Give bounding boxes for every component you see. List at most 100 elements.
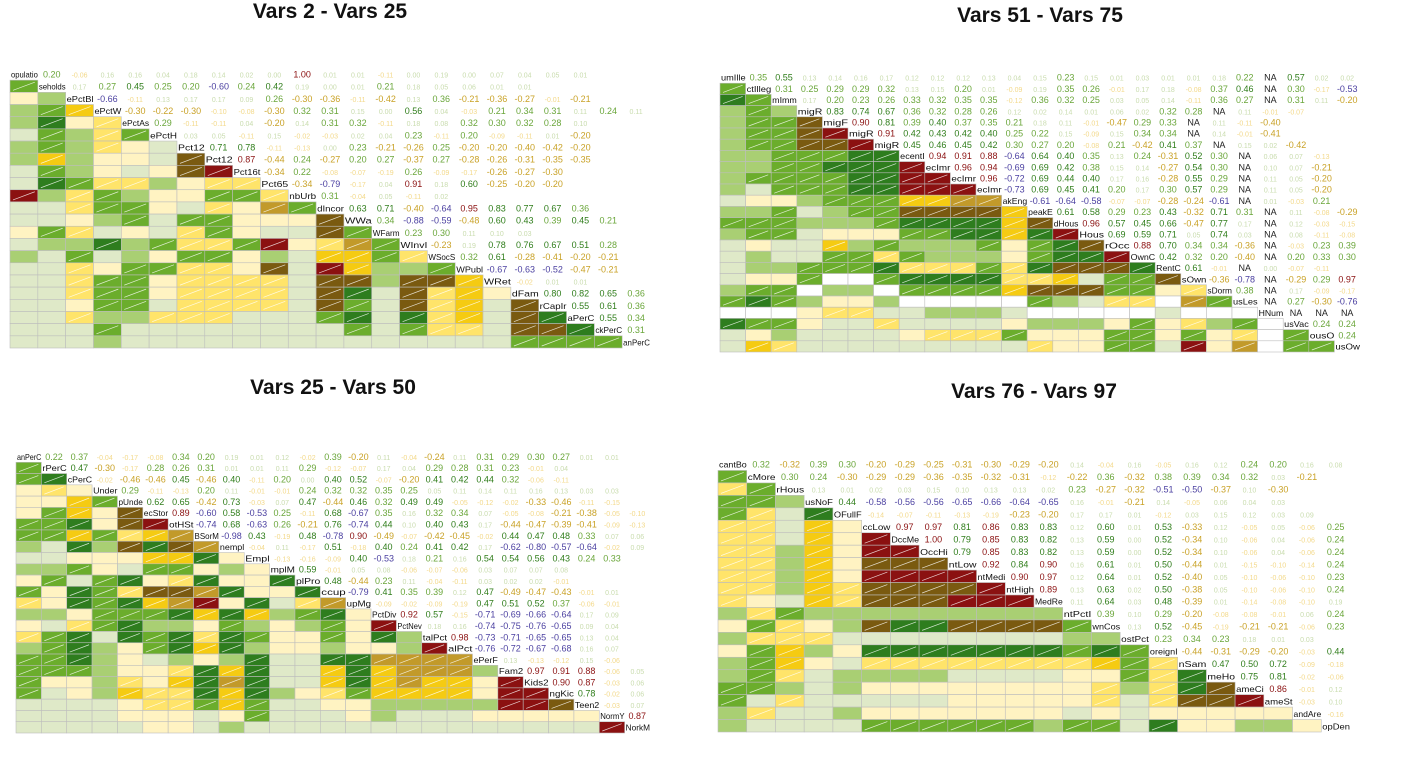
coefficient-label: 0.03	[605, 489, 619, 496]
coefficient-label: -0.13	[954, 513, 970, 520]
heatmap-cell-hatch	[291, 203, 314, 213]
heatmap-cell-hatch	[825, 152, 846, 160]
coefficient-label: 0.01	[1161, 76, 1175, 83]
coefficient-label: 0.83	[1011, 547, 1029, 557]
heatmap-cell	[1026, 329, 1054, 342]
coefficient-label: 0.19	[1329, 600, 1343, 607]
heatmap-cell	[803, 619, 834, 633]
coefficient-label: 0.28	[451, 463, 469, 473]
coefficient-label: -0.49	[500, 587, 521, 597]
coefficient-label: 0.02	[869, 488, 883, 495]
heatmap-cell	[796, 239, 823, 252]
heatmap-cell	[745, 194, 772, 207]
coefficient-label: -0.01	[249, 489, 265, 496]
coefficient-label: 0.16	[1300, 463, 1314, 470]
coefficient-label: -0.07	[376, 477, 392, 484]
coefficient-label: -0.09	[604, 522, 620, 529]
coefficient-label: -0.58	[1081, 196, 1102, 206]
heatmap-cell-hatch	[145, 565, 166, 574]
heatmap-cell-hatch	[68, 106, 91, 116]
diagonal-label: ntHigh	[1006, 584, 1034, 594]
coefficient-label: 0.45	[1057, 185, 1075, 195]
heatmap-cell	[9, 274, 39, 288]
panel-title: Vars 51 - Vars 75	[957, 4, 1123, 27]
coefficient-label: -0.21	[1124, 497, 1145, 507]
coefficient-label: 0.32	[1159, 106, 1177, 116]
coefficient-label: 0.15	[1214, 513, 1228, 520]
heatmap-cell-hatch	[722, 84, 743, 93]
heatmap-cell-hatch	[722, 320, 743, 328]
coefficient-label: 0.17	[1238, 221, 1252, 228]
coefficient-label: -0.27	[1096, 485, 1117, 495]
heatmap-cell	[775, 706, 805, 720]
heatmap-cell	[370, 642, 397, 655]
heatmap-cell	[371, 274, 400, 288]
heatmap-cell-hatch	[953, 208, 974, 216]
coefficient-label: 0.80	[544, 289, 562, 299]
heatmap-cell	[148, 152, 178, 166]
heatmap-cell-hatch	[748, 129, 769, 138]
heatmap-cell	[1103, 318, 1130, 330]
coefficient-label: 0.18	[407, 85, 421, 92]
heatmap-cell-hatch	[374, 252, 397, 262]
coefficient-label: 0.30	[1287, 84, 1305, 94]
heatmap-cell-hatch	[1286, 331, 1306, 340]
heatmap-cell-hatch	[207, 313, 230, 322]
coefficient-label: 0.05	[434, 85, 448, 92]
coefficient-label: 0.03	[518, 231, 532, 238]
coefficient-label: 0.92	[982, 559, 1000, 569]
coefficient-label: 0.17	[880, 76, 894, 83]
coefficient-label: -0.60	[196, 508, 217, 518]
coefficient-label: 0.04	[379, 133, 393, 140]
heatmap-cell	[975, 295, 1002, 308]
coefficient-label: 0.32	[516, 118, 534, 128]
heatmap-cell-hatch	[569, 325, 592, 335]
heatmap-cell-hatch	[120, 576, 140, 585]
heatmap-cell-hatch	[1081, 241, 1102, 250]
heatmap-cell-hatch	[124, 215, 147, 225]
coefficient-label: -0.78	[1235, 274, 1256, 284]
heatmap-cell	[719, 127, 746, 140]
heatmap-cell	[976, 681, 1006, 695]
heatmap-cell-hatch	[774, 219, 794, 228]
heatmap-cell-hatch	[124, 288, 147, 298]
diagonal-label: oreignI	[1150, 647, 1178, 657]
coefficient-label: 0.59	[1097, 547, 1115, 557]
coefficient-label: 0.16	[1136, 177, 1150, 184]
heatmap-cell	[427, 335, 456, 349]
coefficient-label: 0.20	[197, 452, 215, 462]
coefficient-label: 0.12	[1329, 687, 1343, 694]
heatmap-cell-hatch	[1055, 264, 1076, 272]
heatmap-cell-hatch	[1008, 646, 1032, 656]
diagonal-label: peakE	[1028, 207, 1053, 217]
heatmap-cell-hatch	[94, 497, 115, 506]
heatmap-cell-hatch	[373, 678, 394, 687]
coefficient-label: -0.01	[528, 466, 544, 473]
coefficient-label: 0.08	[434, 121, 448, 128]
heatmap-cell	[1033, 607, 1064, 621]
heatmap-cell-hatch	[1055, 275, 1076, 284]
coefficient-label: 0.07	[529, 568, 543, 575]
coefficient-label: 0.43	[929, 129, 947, 139]
heatmap-cell	[873, 228, 900, 241]
heatmap-cell-hatch	[69, 644, 90, 653]
coefficient-label: NA	[1213, 140, 1226, 150]
coefficient-label: -0.28	[1158, 174, 1179, 184]
heatmap-cell	[9, 104, 39, 117]
heatmap-cell-hatch	[1004, 286, 1025, 295]
coefficient-label: -0.10	[629, 511, 645, 518]
diagonal-label: rPerC	[42, 463, 66, 473]
heatmap-cell	[847, 284, 874, 297]
coefficient-label: 0.24	[810, 472, 828, 482]
heatmap-cell-hatch	[1008, 658, 1032, 669]
heatmap-cell-hatch	[44, 666, 64, 675]
heatmap-cell	[315, 323, 345, 337]
coefficient-label: 0.71	[1210, 207, 1228, 217]
coefficient-label: 0.03	[1271, 513, 1285, 520]
coefficient-label: -0.12	[1040, 475, 1056, 482]
diagonal-label: opDen	[1322, 721, 1350, 731]
heatmap-cell	[1004, 694, 1035, 708]
heatmap-cell	[822, 329, 849, 342]
heatmap-cell	[717, 669, 748, 683]
diagonal-label: PctNev	[397, 621, 422, 631]
